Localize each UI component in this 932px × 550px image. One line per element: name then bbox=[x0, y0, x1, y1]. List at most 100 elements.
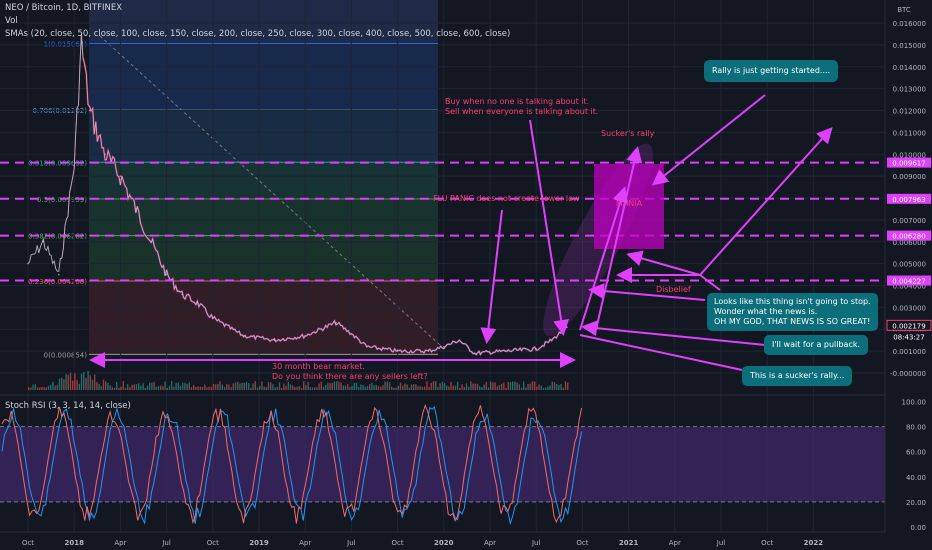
price-point bbox=[80, 41, 83, 44]
volume-bar bbox=[34, 384, 36, 390]
volume-bar bbox=[153, 381, 155, 390]
connector bbox=[699, 274, 721, 291]
volume-bar bbox=[305, 385, 307, 390]
time-tick: 2019 bbox=[249, 539, 269, 547]
volume-bar bbox=[149, 382, 151, 390]
volume-bar bbox=[157, 385, 160, 390]
volume-bar bbox=[43, 387, 45, 390]
volume-bar bbox=[435, 381, 437, 390]
volume-bar bbox=[531, 381, 534, 390]
volume-bar bbox=[373, 385, 375, 390]
time-tick: 2020 bbox=[434, 539, 454, 547]
volume-bar bbox=[322, 386, 325, 390]
volume-bar bbox=[186, 383, 188, 390]
volume-bar bbox=[109, 385, 111, 390]
volume-bar bbox=[138, 383, 140, 390]
volume-bar bbox=[426, 381, 428, 390]
volume-bar bbox=[542, 387, 545, 390]
volume-bar bbox=[470, 381, 472, 390]
time-tick: Apr bbox=[114, 539, 126, 547]
volume-bar bbox=[32, 384, 34, 390]
volume-bar bbox=[102, 379, 105, 390]
price-point bbox=[88, 109, 91, 112]
price-point bbox=[242, 335, 245, 337]
price-point bbox=[73, 164, 75, 166]
volume-bar bbox=[118, 387, 120, 390]
volume-bar bbox=[36, 387, 39, 390]
volume-bar bbox=[131, 384, 133, 390]
price-tick: 0.013000 bbox=[893, 86, 926, 94]
volume-bar bbox=[410, 384, 413, 390]
volume-bar bbox=[347, 384, 349, 390]
price-tag bbox=[887, 157, 931, 168]
volume-bar bbox=[63, 379, 65, 390]
time-tick: Oct bbox=[761, 539, 773, 547]
volume-bar bbox=[360, 384, 362, 390]
volume-bar bbox=[133, 384, 135, 390]
price-point bbox=[427, 350, 430, 352]
volume-bar bbox=[146, 385, 149, 390]
volume-bar bbox=[87, 370, 89, 390]
buy-sell-text-2: Sell when everyone is talking about it. bbox=[445, 107, 598, 116]
volume-bar bbox=[67, 374, 69, 390]
callout-suckers-rally: This is a sucker's rally... bbox=[742, 366, 853, 386]
fib-zone bbox=[89, 43, 438, 111]
volume-bar bbox=[168, 385, 171, 390]
volume-bar bbox=[193, 384, 195, 390]
volume-bar bbox=[514, 381, 516, 390]
volume-bar bbox=[498, 385, 501, 390]
price-point bbox=[42, 240, 45, 243]
volume-bar bbox=[461, 384, 463, 390]
volume-bar bbox=[318, 383, 320, 390]
price-point bbox=[473, 352, 476, 355]
volume-bar bbox=[437, 387, 439, 390]
volume-bar bbox=[307, 381, 309, 390]
volume-bar bbox=[276, 386, 278, 390]
price-point bbox=[104, 153, 106, 156]
volume-bar bbox=[355, 382, 358, 390]
volume-bar bbox=[501, 383, 503, 390]
suckers-callout-line bbox=[579, 334, 743, 371]
bear-market-text-1: 30 month bear market. bbox=[272, 362, 365, 371]
price-tag-label: 08:43:27 bbox=[893, 333, 924, 341]
axis-background bbox=[885, 0, 932, 550]
volume-bar bbox=[197, 386, 199, 390]
fib-label: 0.786(0.01202) bbox=[33, 107, 88, 115]
volume-bar bbox=[325, 385, 327, 390]
volume-bar bbox=[265, 387, 267, 390]
volume-bar bbox=[474, 383, 476, 390]
price-point bbox=[535, 348, 537, 350]
volume-bar bbox=[243, 382, 245, 390]
volume-bar bbox=[351, 385, 353, 390]
volume-bar bbox=[527, 383, 529, 390]
volume-bar bbox=[525, 387, 527, 390]
volume-bar bbox=[454, 385, 457, 390]
volume-bar bbox=[195, 386, 197, 390]
volume-bar bbox=[61, 377, 63, 390]
rsi-tick: 60.00 bbox=[906, 449, 926, 457]
volume-bar bbox=[380, 386, 382, 390]
volume-bar bbox=[252, 383, 254, 390]
volume-bar bbox=[65, 373, 67, 390]
volume-bar bbox=[234, 382, 237, 390]
volume-bar bbox=[122, 381, 124, 390]
price-tick: 0.012000 bbox=[893, 108, 926, 116]
price-line bbox=[27, 33, 568, 356]
volume-bar bbox=[69, 372, 72, 390]
fib-label: 0.618(0.009632) bbox=[28, 159, 87, 167]
volume-bar bbox=[219, 381, 221, 390]
volume-bars bbox=[28, 370, 569, 390]
volume-bar bbox=[41, 386, 43, 390]
price-tag-label: 0.004227 bbox=[892, 278, 925, 286]
price-tick: 0.007000 bbox=[893, 217, 926, 225]
volume-bar bbox=[450, 381, 452, 390]
volume-bar bbox=[292, 385, 294, 390]
volume-bar bbox=[364, 386, 366, 390]
volume-bar bbox=[487, 387, 490, 390]
drawings: 30 month bear market.Do you think there … bbox=[89, 94, 833, 381]
volume-bar bbox=[553, 382, 556, 390]
volume-bar bbox=[369, 384, 371, 390]
rsi-tick: 0.00 bbox=[910, 524, 926, 532]
